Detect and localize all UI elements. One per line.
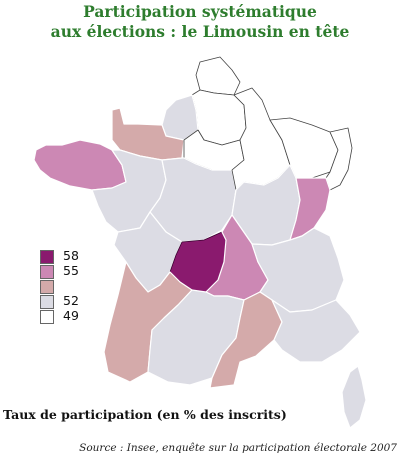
legend-swatch [40,250,54,264]
legend-caption: Taux de participation (en % des inscrits… [3,407,287,422]
region-provence-alpes-cote-d-azur [271,299,361,363]
map-title: Participation systématique aux élections… [0,2,400,42]
region-rhone-alpes [251,227,345,313]
region-haute-normandie [161,94,199,141]
region-alsace [325,127,353,191]
legend-label: 55 [63,263,79,278]
legend-label: 58 [63,248,79,263]
map-title-line-1: Participation systématique [83,2,317,21]
region-bretagne [33,139,127,191]
legend-swatch [40,310,54,324]
legend-swatch [40,265,54,279]
region-corse [341,365,367,429]
legend-swatch [40,295,54,309]
map-title-line-2: aux élections : le Limousin en tête [50,22,350,41]
legend-swatch [40,280,54,294]
region-nord-pas-de-calais [195,56,241,96]
legend-label: 52 [63,293,79,308]
legend-label: 49 [63,308,79,323]
source-note: Source : Insee, enquête sur la participa… [79,442,397,454]
